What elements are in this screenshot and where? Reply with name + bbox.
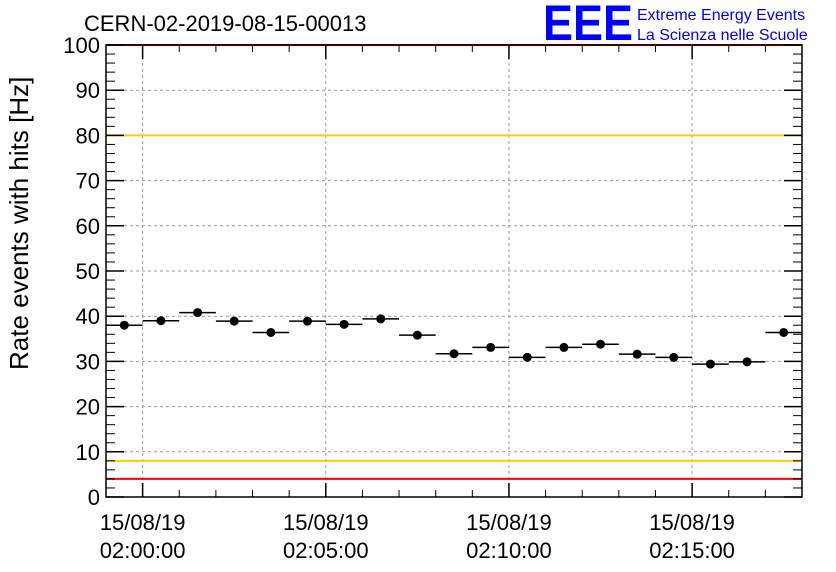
data-point (229, 316, 239, 326)
data-point (632, 349, 642, 359)
data-point (596, 339, 606, 349)
y-axis-label: Rate events with hits [Hz] (4, 77, 34, 370)
x-axis: 15/08/19 02:00:00 15/08/19 02:05:00 15/08/19… (100, 45, 803, 563)
y-tick-label: 0 (88, 485, 100, 510)
data-point (266, 327, 276, 337)
logo-line1: Extreme Energy Events (637, 7, 805, 24)
y-tick-label: 50 (76, 259, 100, 284)
y-tick-label: 10 (76, 440, 100, 465)
y-tick-label: 90 (76, 78, 100, 103)
logo-mark: EEE (543, 0, 633, 51)
chart-title: CERN-02-2019-08-15-00013 (84, 11, 367, 36)
data-point (376, 314, 386, 324)
y-tick-label: 40 (76, 304, 100, 329)
data-point (193, 308, 203, 318)
x-tick-time-label: 02:15:00 (649, 538, 735, 563)
data-point (302, 316, 312, 326)
x-tick-time-label: 02:05:00 (283, 538, 369, 563)
data-points (106, 308, 802, 369)
x-tick-time-label: 02:00:00 (100, 538, 186, 563)
y-tick-label: 20 (76, 395, 100, 420)
grid (106, 45, 802, 497)
data-point (559, 342, 569, 352)
data-point (779, 327, 789, 337)
y-tick-label: 60 (76, 214, 100, 239)
logo-line2: La Scienza nelle Scuole (637, 27, 808, 44)
x-tick-date-label: 15/08/19 (100, 510, 186, 535)
eee-logo: EEE Extreme Energy Events La Scienza nel… (543, 0, 808, 51)
data-point (669, 352, 679, 362)
data-point (119, 320, 129, 330)
x-tick-date-label: 15/08/19 (649, 510, 735, 535)
data-point (449, 349, 459, 359)
data-point (339, 319, 349, 329)
data-point (412, 330, 422, 340)
y-tick-label: 70 (76, 169, 100, 194)
data-point (742, 357, 752, 367)
y-tick-label: 30 (76, 349, 100, 374)
data-point (156, 316, 166, 326)
x-tick-time-label: 02:10:00 (466, 538, 552, 563)
data-point (486, 342, 496, 352)
x-tick-date-label: 15/08/19 (466, 510, 552, 535)
y-axis: 0 10 20 30 40 50 60 70 80 90 100 (63, 33, 802, 510)
data-point (705, 359, 715, 369)
x-tick-date-label: 15/08/19 (283, 510, 369, 535)
data-point (522, 352, 532, 362)
y-tick-label: 100 (63, 33, 100, 58)
y-tick-label: 80 (76, 123, 100, 148)
